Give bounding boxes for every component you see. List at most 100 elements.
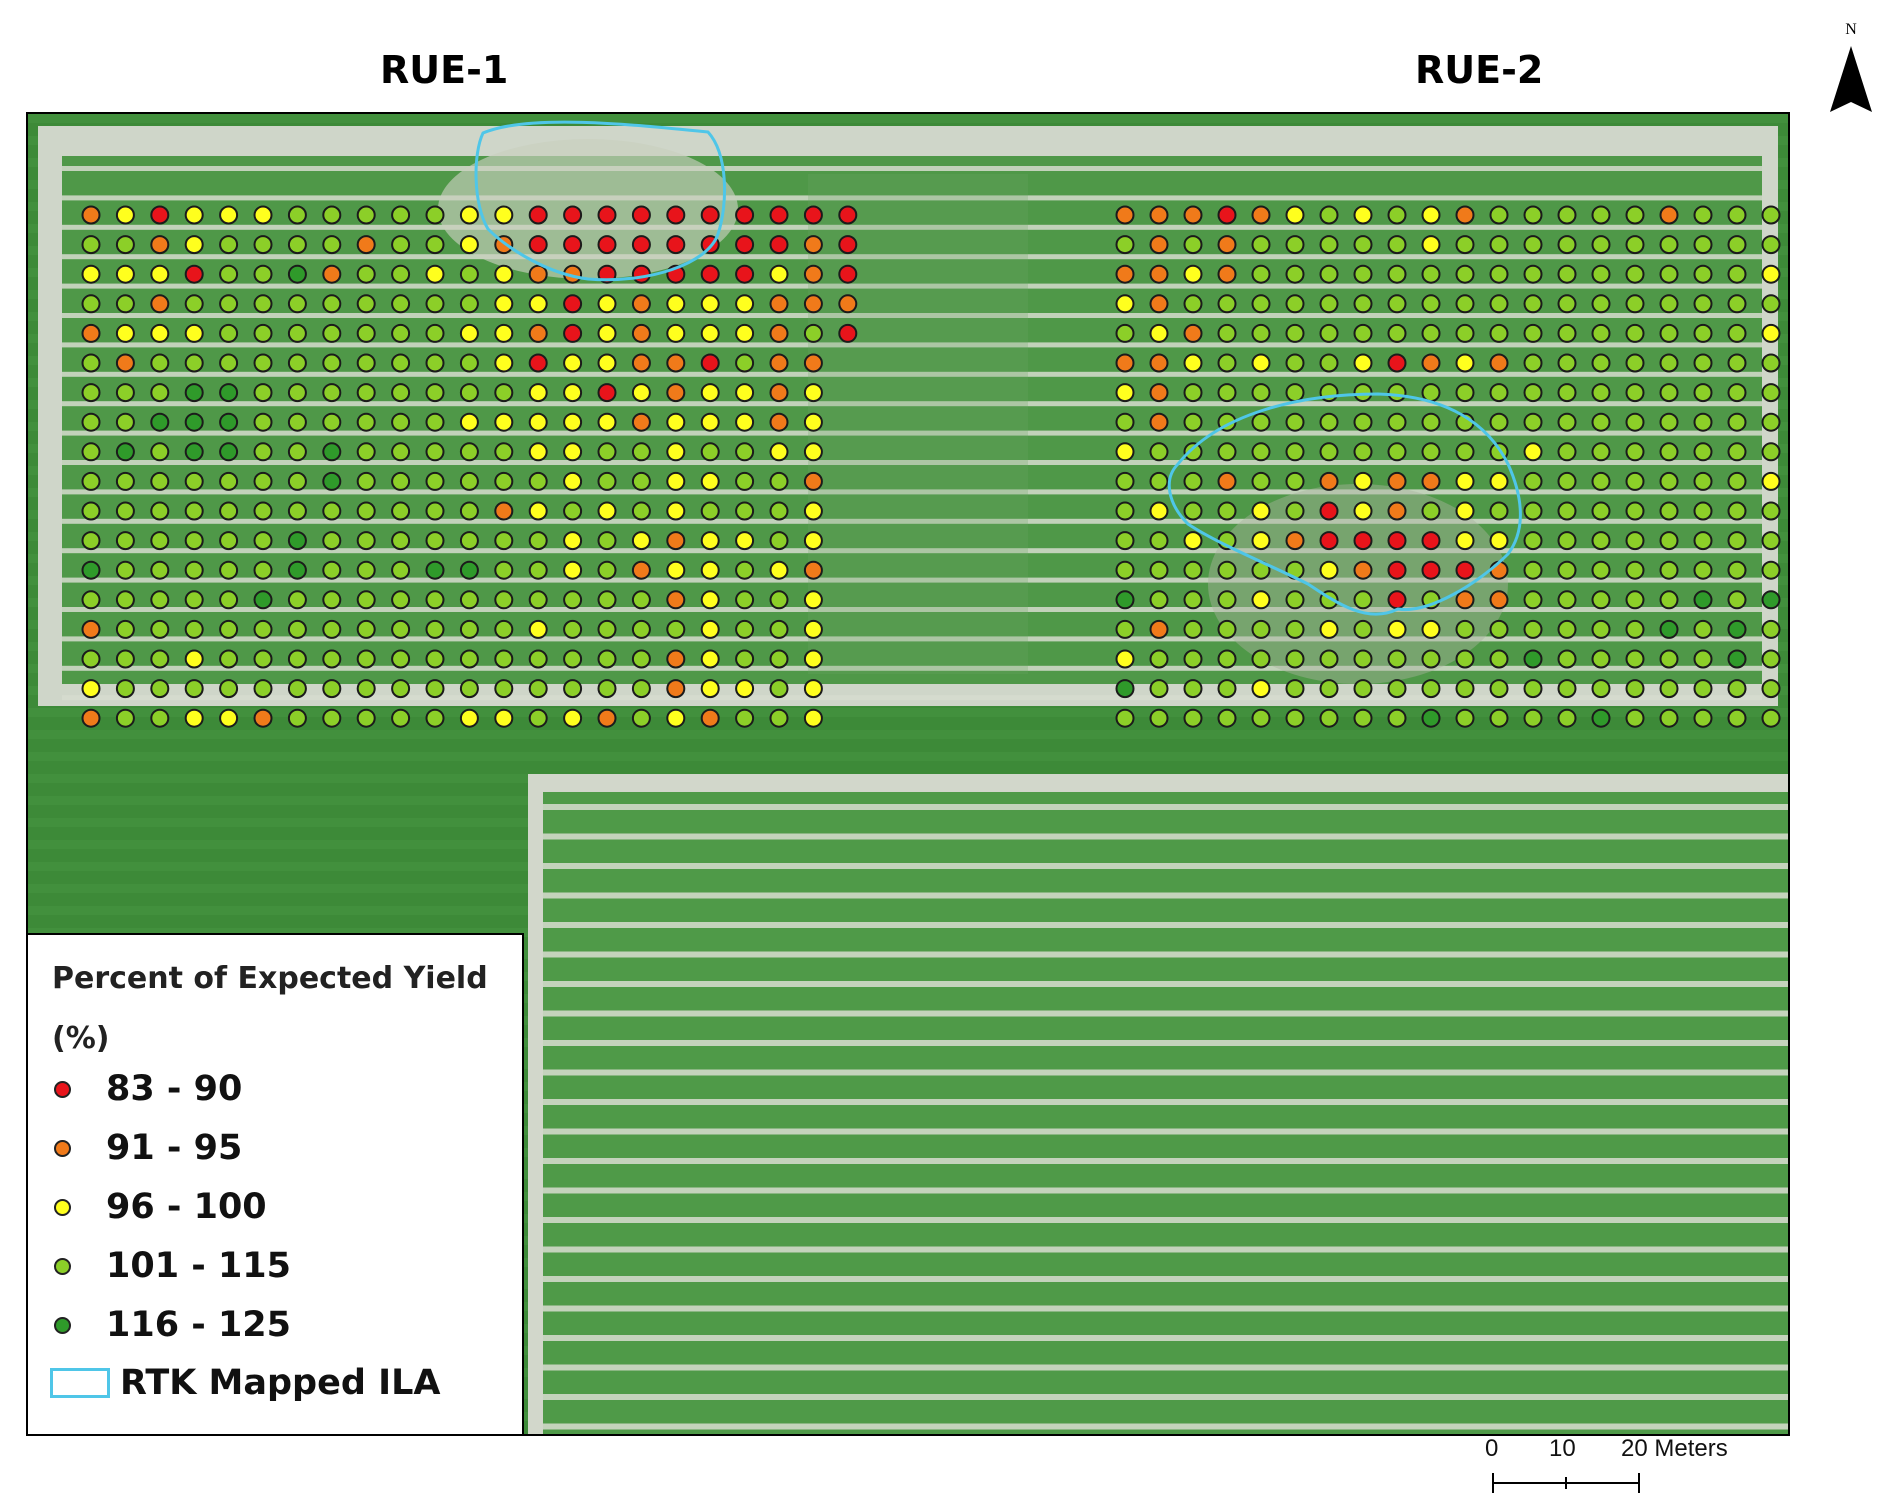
yield-plot-rue1 xyxy=(219,560,239,580)
yield-plot-rue1 xyxy=(356,590,376,610)
yield-plot-rue1 xyxy=(253,294,273,314)
yield-plot-rue2 xyxy=(1455,471,1475,491)
yield-plot-rue1 xyxy=(219,353,239,373)
yield-plot-rue2 xyxy=(1149,649,1169,669)
yield-plot-rue2 xyxy=(1217,205,1237,225)
yield-plot-rue1 xyxy=(563,235,583,255)
yield-plot-rue2 xyxy=(1625,383,1645,403)
yield-plot-rue1 xyxy=(666,235,686,255)
yield-plot-rue1 xyxy=(597,442,617,462)
yield-plot-rue1 xyxy=(666,619,686,639)
yield-plot-rue2 xyxy=(1761,442,1781,462)
yield-plot-rue2 xyxy=(1659,264,1679,284)
yield-plot-rue2 xyxy=(1183,353,1203,373)
yield-plot-rue2 xyxy=(1591,353,1611,373)
yield-plot-rue1 xyxy=(494,560,514,580)
yield-plot-rue2 xyxy=(1251,501,1271,521)
yield-plot-rue1 xyxy=(322,471,342,491)
yield-plot-rue1 xyxy=(494,383,514,403)
yield-plot-rue2 xyxy=(1115,353,1135,373)
yield-plot-rue2 xyxy=(1693,708,1713,728)
yield-plot-rue1 xyxy=(528,264,548,284)
yield-plot-rue2 xyxy=(1319,294,1339,314)
yield-plot-rue2 xyxy=(1353,205,1373,225)
yield-plot-rue2 xyxy=(1115,501,1135,521)
yield-plot-rue1 xyxy=(769,412,789,432)
yield-plot-rue1 xyxy=(631,590,651,610)
yield-plot-rue1 xyxy=(356,264,376,284)
yield-plot-rue2 xyxy=(1183,531,1203,551)
yield-plot-rue2 xyxy=(1659,471,1679,491)
yield-plot-rue1 xyxy=(150,708,170,728)
yield-plot-rue1 xyxy=(184,471,204,491)
yield-plot-rue1 xyxy=(356,649,376,669)
yield-plot-rue2 xyxy=(1727,323,1747,343)
yield-plot-rue2 xyxy=(1353,412,1373,432)
yield-plot-rue1 xyxy=(219,235,239,255)
yield-plot-rue1 xyxy=(253,501,273,521)
yield-plot-rue2 xyxy=(1523,353,1543,373)
yield-plot-rue1 xyxy=(115,531,135,551)
yield-plot-rue1 xyxy=(528,619,548,639)
yield-plot-rue1 xyxy=(700,679,720,699)
yield-plot-rue2 xyxy=(1251,412,1271,432)
yield-plot-rue1 xyxy=(735,619,755,639)
yield-plot-rue1 xyxy=(631,353,651,373)
yield-plot-rue2 xyxy=(1115,442,1135,462)
yield-plot-rue1 xyxy=(253,323,273,343)
yield-plot-rue2 xyxy=(1625,235,1645,255)
scale-label-20: 20 Meters xyxy=(1621,1435,1728,1462)
yield-plot-rue1 xyxy=(631,383,651,403)
yield-plot-rue1 xyxy=(735,560,755,580)
yield-plot-rue1 xyxy=(769,590,789,610)
yield-plot-rue2 xyxy=(1387,294,1407,314)
scale-line xyxy=(1492,1473,1640,1493)
yield-plot-rue1 xyxy=(253,590,273,610)
yield-plot-rue2 xyxy=(1421,412,1441,432)
yield-plot-rue2 xyxy=(1625,531,1645,551)
yield-plot-rue1 xyxy=(803,590,823,610)
yield-plot-rue2 xyxy=(1557,501,1577,521)
yield-plot-rue1 xyxy=(459,560,479,580)
yield-plot-rue2 xyxy=(1455,708,1475,728)
yield-plot-rue2 xyxy=(1625,442,1645,462)
yield-plot-rue2 xyxy=(1285,442,1305,462)
yield-plot-rue1 xyxy=(494,471,514,491)
yield-plot-rue1 xyxy=(322,531,342,551)
yield-plot-rue2 xyxy=(1489,294,1509,314)
yield-plot-rue2 xyxy=(1319,471,1339,491)
yield-plot-rue1 xyxy=(391,235,411,255)
yield-plot-rue2 xyxy=(1353,471,1373,491)
yield-plot-rue2 xyxy=(1489,501,1509,521)
yield-plot-rue1 xyxy=(459,412,479,432)
yield-plot-rue1 xyxy=(219,294,239,314)
yield-plot-rue1 xyxy=(184,649,204,669)
yield-plot-rue1 xyxy=(597,353,617,373)
yield-plot-rue2 xyxy=(1115,235,1135,255)
yield-plot-rue1 xyxy=(494,412,514,432)
yield-plot-rue2 xyxy=(1693,294,1713,314)
legend-label: 83 - 90 xyxy=(106,1069,243,1109)
yield-plot-rue2 xyxy=(1285,501,1305,521)
yield-plot-rue2 xyxy=(1659,679,1679,699)
yield-plot-rue1 xyxy=(287,619,307,639)
yield-plot-rue2 xyxy=(1693,649,1713,669)
yield-plot-rue1 xyxy=(803,264,823,284)
yield-plot-rue1 xyxy=(631,442,651,462)
yield-plot-rue1 xyxy=(425,471,445,491)
plot-alley xyxy=(62,166,1762,171)
yield-plot-rue2 xyxy=(1353,619,1373,639)
yield-plot-rue2 xyxy=(1591,235,1611,255)
yield-plot-rue1 xyxy=(391,442,411,462)
yield-plot-rue2 xyxy=(1727,294,1747,314)
yield-plot-rue2 xyxy=(1625,619,1645,639)
yield-plot-rue1 xyxy=(322,264,342,284)
yield-plot-rue1 xyxy=(219,412,239,432)
yield-plot-rue1 xyxy=(287,649,307,669)
yield-plot-rue2 xyxy=(1625,471,1645,491)
yield-plot-rue2 xyxy=(1149,353,1169,373)
yield-plot-rue1 xyxy=(115,383,135,403)
plot-alley xyxy=(62,665,1762,671)
yield-plot-rue1 xyxy=(287,294,307,314)
yield-plot-rue2 xyxy=(1523,679,1543,699)
